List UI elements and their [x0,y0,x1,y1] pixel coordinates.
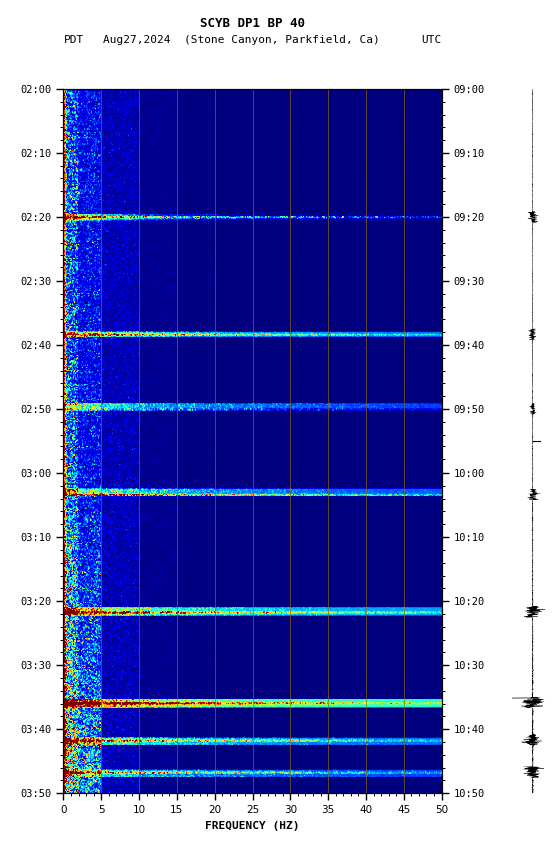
Text: SCYB DP1 BP 40: SCYB DP1 BP 40 [200,17,305,30]
X-axis label: FREQUENCY (HZ): FREQUENCY (HZ) [205,821,300,830]
Text: PDT: PDT [63,35,84,45]
Text: UTC: UTC [421,35,442,45]
Text: Aug27,2024  (Stone Canyon, Parkfield, Ca): Aug27,2024 (Stone Canyon, Parkfield, Ca) [103,35,380,45]
